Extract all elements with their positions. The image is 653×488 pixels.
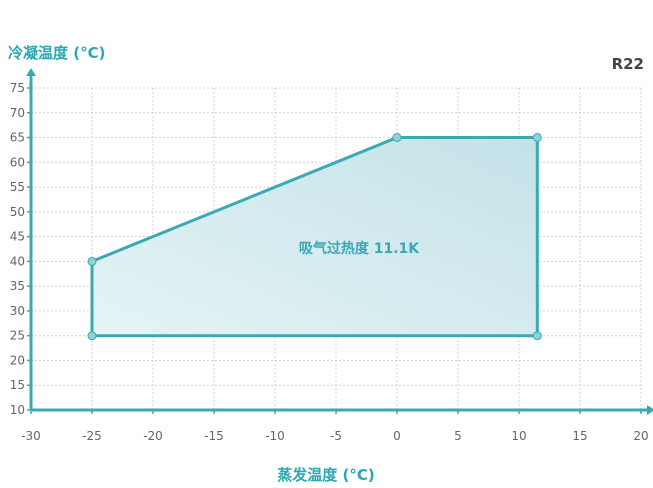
y-tick-label: 25: [10, 329, 25, 343]
envelope-area: [90, 136, 539, 338]
x-tick-label: -15: [204, 429, 224, 443]
y-tick-label: 70: [10, 106, 25, 120]
envelope-point: [87, 331, 97, 341]
x-tick-label: -5: [330, 429, 342, 443]
x-tick-label: 5: [454, 429, 462, 443]
x-tick-label: 20: [633, 429, 648, 443]
y-tick-label: 20: [10, 353, 25, 367]
y-tick-label: 15: [10, 378, 25, 392]
x-tick-label: -10: [265, 429, 285, 443]
y-tick-label: 50: [10, 205, 25, 219]
y-tick-labels: 10 15 20 25 30 35 40 45 50 55 60 65 70 75: [10, 81, 25, 417]
x-tick-label: -25: [82, 429, 102, 443]
y-tick-label: 65: [10, 131, 25, 145]
axes: [26, 68, 653, 415]
y-tick-label: 60: [10, 155, 25, 169]
refrigerant-label: R22: [612, 55, 644, 73]
x-tick-label: 0: [393, 429, 401, 443]
y-tick-label: 45: [10, 230, 25, 244]
x-axis-arrow: [647, 405, 653, 415]
y-tick-label: 30: [10, 304, 25, 318]
x-tick-label: 10: [511, 429, 526, 443]
y-tick-label: 55: [10, 180, 25, 194]
envelope-point: [532, 133, 542, 143]
y-tick-label: 75: [10, 81, 25, 95]
superheat-annotation: 吸气过热度 11.1K: [299, 240, 420, 257]
y-tick-label: 10: [10, 403, 25, 417]
y-axis-arrow: [26, 68, 36, 76]
y-tick-label: 35: [10, 279, 25, 293]
y-tick-label: 40: [10, 254, 25, 268]
envelope-point: [87, 256, 97, 266]
x-axis-title: 蒸发温度 (°C): [277, 466, 374, 484]
envelope-points: [87, 133, 542, 341]
y-axis-title: 冷凝温度 (°C): [8, 44, 105, 62]
x-tick-labels: -30 -25 -20 -15 -10 -5 0 5 10 15 20: [21, 429, 648, 443]
envelope-point: [532, 331, 542, 341]
x-tick-label: 15: [572, 429, 587, 443]
x-tick-label: -30: [21, 429, 41, 443]
x-tick-label: -20: [143, 429, 163, 443]
envelope-point: [392, 133, 402, 143]
